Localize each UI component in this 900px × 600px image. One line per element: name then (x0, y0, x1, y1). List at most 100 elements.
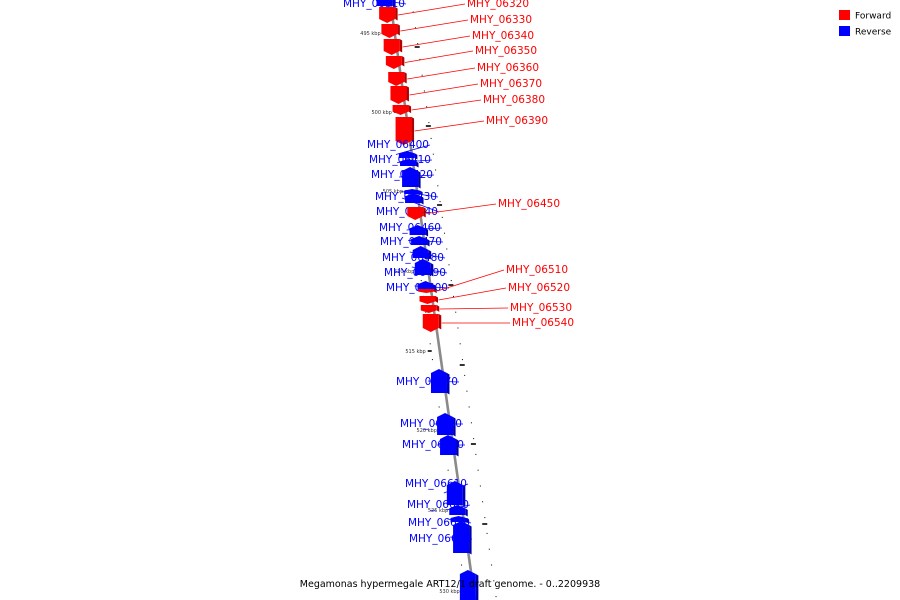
gene-mhy-06350: MHY_06350 (385, 45, 537, 69)
gene-arrow (453, 521, 470, 553)
legend-reverse-swatch (839, 26, 850, 36)
gene-label: MHY_06480 (382, 252, 444, 264)
gene-leader (437, 269, 505, 292)
gene-leader (401, 197, 440, 213)
gene-shade (462, 485, 466, 507)
gene-mhy-06390: MHY_06390 (395, 115, 548, 145)
gene-leader (396, 159, 433, 163)
gene-leader (450, 536, 473, 540)
gene-mhy-06330: MHY_06330 (381, 14, 532, 38)
gene-arrow (449, 505, 466, 515)
gene-arrow (459, 570, 476, 600)
gene-shade (453, 417, 456, 437)
gene-arrow (400, 159, 417, 166)
gene-shade (435, 296, 438, 303)
gene-mhy-06640: MHY_06640 (409, 521, 473, 555)
gene-label: MHY_06470 (380, 236, 442, 248)
gene-mhy-06650 (459, 570, 479, 600)
gene-shade (416, 161, 419, 168)
gene-leader (426, 203, 497, 214)
map-title: Megamonas hypermegale ART12/1 draft geno… (300, 579, 600, 590)
gene-label: MHY_06570 (396, 376, 458, 388)
tick-label: 510 kbp (394, 269, 414, 275)
legend: Forward Reverse (839, 10, 892, 38)
gene-leader (398, 3, 466, 16)
gene-label: MHY_06370 (480, 78, 542, 90)
gene-shade (395, 7, 398, 21)
gene-mhy-06590: MHY_06590 (402, 435, 465, 457)
gene-label: MHY_06500 (386, 282, 448, 294)
gene-leader (404, 50, 474, 63)
gene-label: MHY_06420 (371, 169, 433, 181)
gene-shade (436, 305, 440, 312)
gene-arrow (407, 207, 424, 220)
gene-arrow (417, 281, 434, 291)
gene-mhy-06520: MHY_06520 (419, 282, 570, 304)
gene-mhy-06310: MHY_06310 (343, 0, 407, 10)
gene-label: MHY_06460 (379, 222, 441, 234)
gene-leader (409, 83, 479, 96)
gene-leader (438, 287, 507, 301)
gene-mhy-06380: MHY_06380 (392, 94, 545, 115)
gene-mhy-06540: MHY_06540 (422, 314, 574, 332)
gene-shade (434, 289, 437, 294)
legend-reverse-label: Reverse (855, 28, 892, 38)
gene-shade (465, 508, 468, 517)
gene-arrow (395, 117, 412, 145)
gene-arrow (411, 236, 428, 245)
gene-features: MHY_06310 MHY_06320 MHY_06330 MHY_06340 MHY_… (343, 0, 574, 600)
gene-shade (421, 196, 424, 205)
gene-shade (456, 439, 459, 457)
tick-label: 495 kbp (360, 31, 380, 37)
gene-mhy-06480: MHY_06480 (382, 246, 446, 264)
gene-shade (427, 239, 430, 247)
gene-label: MHY_06310 (343, 0, 405, 10)
gene-label: MHY_06350 (475, 45, 537, 57)
gene-label: MHY_06450 (498, 198, 560, 210)
gene-mhy-06620: MHY_06620 (407, 499, 471, 517)
gene-label: MHY_06400 (367, 139, 429, 151)
gene-leader (402, 35, 471, 48)
gene-mhy-06510: MHY_06510 (418, 264, 568, 294)
gene-arrow (412, 246, 429, 258)
gene-mhy-06410: MHY_06410 (369, 154, 433, 168)
gene-leader (446, 504, 471, 511)
gene-mhy-06370: MHY_06370 (390, 78, 542, 104)
gene-shade (469, 525, 472, 555)
gene-shade (406, 86, 409, 102)
gene-leader (447, 518, 472, 524)
gene-label: MHY_06410 (369, 154, 431, 166)
gene-shade (401, 56, 405, 67)
gene-shade (404, 72, 407, 84)
gene-shade (423, 207, 426, 218)
gene-arrow (390, 86, 407, 104)
gene-mhy-06530: MHY_06530 (420, 302, 572, 314)
gene-label: MHY_06330 (470, 14, 532, 26)
gene-leader (400, 19, 469, 32)
gene-leader (414, 120, 485, 132)
gene-shade (399, 39, 403, 53)
gene-label: MHY_06530 (510, 302, 572, 314)
gene-leader (395, 144, 431, 155)
gene-label: MHY_06610 (405, 478, 467, 490)
gene-arrow (414, 259, 431, 275)
gene-label: MHY_06510 (506, 264, 568, 276)
gene-arrow (419, 296, 436, 304)
gene-shade (475, 574, 479, 600)
gene-label: MHY_06490 (384, 267, 446, 279)
gene-shade (438, 314, 442, 330)
gene-leader (401, 191, 439, 198)
gene-shade (428, 250, 432, 260)
gene-shade (411, 117, 415, 143)
gene-label: MHY_06540 (512, 317, 574, 329)
tick-label: 530 kbp (439, 589, 459, 595)
gene-mhy-06420: MHY_06420 (371, 167, 435, 189)
gene-shade (418, 171, 421, 189)
gene-label: MHY_06380 (483, 94, 545, 106)
gene-arrow (381, 24, 398, 38)
gene-mhy-06340: MHY_06340 (383, 30, 534, 55)
gene-mhy-06490: MHY_06490 (384, 259, 448, 279)
tick-label: 505 kbp (383, 189, 403, 195)
gene-label: MHY_06320 (467, 0, 529, 10)
gene-leader (377, 0, 407, 5)
